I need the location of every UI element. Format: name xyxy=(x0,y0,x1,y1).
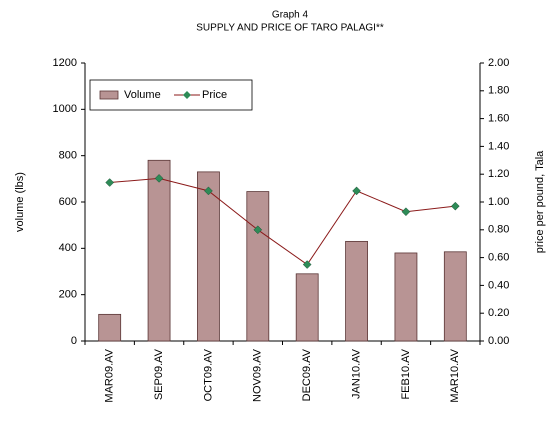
price-marker xyxy=(204,186,213,196)
price-marker xyxy=(154,174,164,183)
y-tick-label: 0 xyxy=(71,335,77,347)
y2-tick-label: 1.00 xyxy=(488,196,509,208)
price-marker xyxy=(450,201,460,211)
x-tick-label: DEC09.AV xyxy=(301,348,313,401)
x-tick-label: JAN10.AV xyxy=(350,348,362,399)
y-tick-label: 1000 xyxy=(53,103,77,115)
price-marker xyxy=(302,260,312,269)
y2-tick-label: 2.00 xyxy=(488,57,509,69)
x-tick-label: FEB10.AV xyxy=(400,348,412,399)
y2-axis-label: price per pound, Tala xyxy=(534,150,546,253)
y-tick-label: 1200 xyxy=(53,57,77,69)
legend-marker xyxy=(183,91,191,99)
y-axis-label: volume (lbs) xyxy=(14,172,26,232)
bar xyxy=(197,171,220,342)
y2-tick-label: 0.00 xyxy=(488,335,509,347)
chart-subtitle: SUPPLY AND PRICE OF TARO PALAGI** xyxy=(196,23,384,34)
y2-tick-label: 0.60 xyxy=(488,252,509,264)
price-line xyxy=(109,177,456,266)
price-marker xyxy=(352,186,361,196)
y-tick-label: 400 xyxy=(59,242,77,254)
y2-tick-label: 1.60 xyxy=(488,113,509,125)
legend-label: Price xyxy=(202,89,227,101)
chart-title: Graph 4 xyxy=(272,10,309,21)
bar xyxy=(147,159,171,342)
price-marker xyxy=(253,225,263,235)
price-marker xyxy=(401,207,411,217)
bar xyxy=(345,240,368,342)
x-tick-label: MAR10.AV xyxy=(449,348,461,402)
bar xyxy=(98,313,122,342)
bar xyxy=(295,273,319,342)
x-tick-label: OCT09.AV xyxy=(202,348,214,401)
y2-tick-label: 0.20 xyxy=(488,307,509,319)
x-tick-label: SEP09.AV xyxy=(153,348,165,400)
y2-tick-label: 0.40 xyxy=(488,279,509,291)
y2-tick-label: 1.20 xyxy=(488,168,509,180)
bar xyxy=(246,191,270,342)
x-tick-label: NOV09.AV xyxy=(252,348,264,402)
y2-tick-label: 1.80 xyxy=(488,85,509,97)
price-marker xyxy=(105,178,115,187)
bar xyxy=(394,252,418,342)
x-tick-label: MAR09.AV xyxy=(104,348,116,402)
y2-tick-label: 1.40 xyxy=(488,140,509,152)
y-tick-label: 600 xyxy=(59,196,77,208)
legend-label: Volume xyxy=(124,89,161,101)
y2-tick-label: 0.80 xyxy=(488,224,509,236)
y-tick-label: 200 xyxy=(59,289,77,301)
bar xyxy=(443,251,467,342)
y-tick-label: 800 xyxy=(59,150,77,162)
legend-swatch xyxy=(99,90,119,100)
